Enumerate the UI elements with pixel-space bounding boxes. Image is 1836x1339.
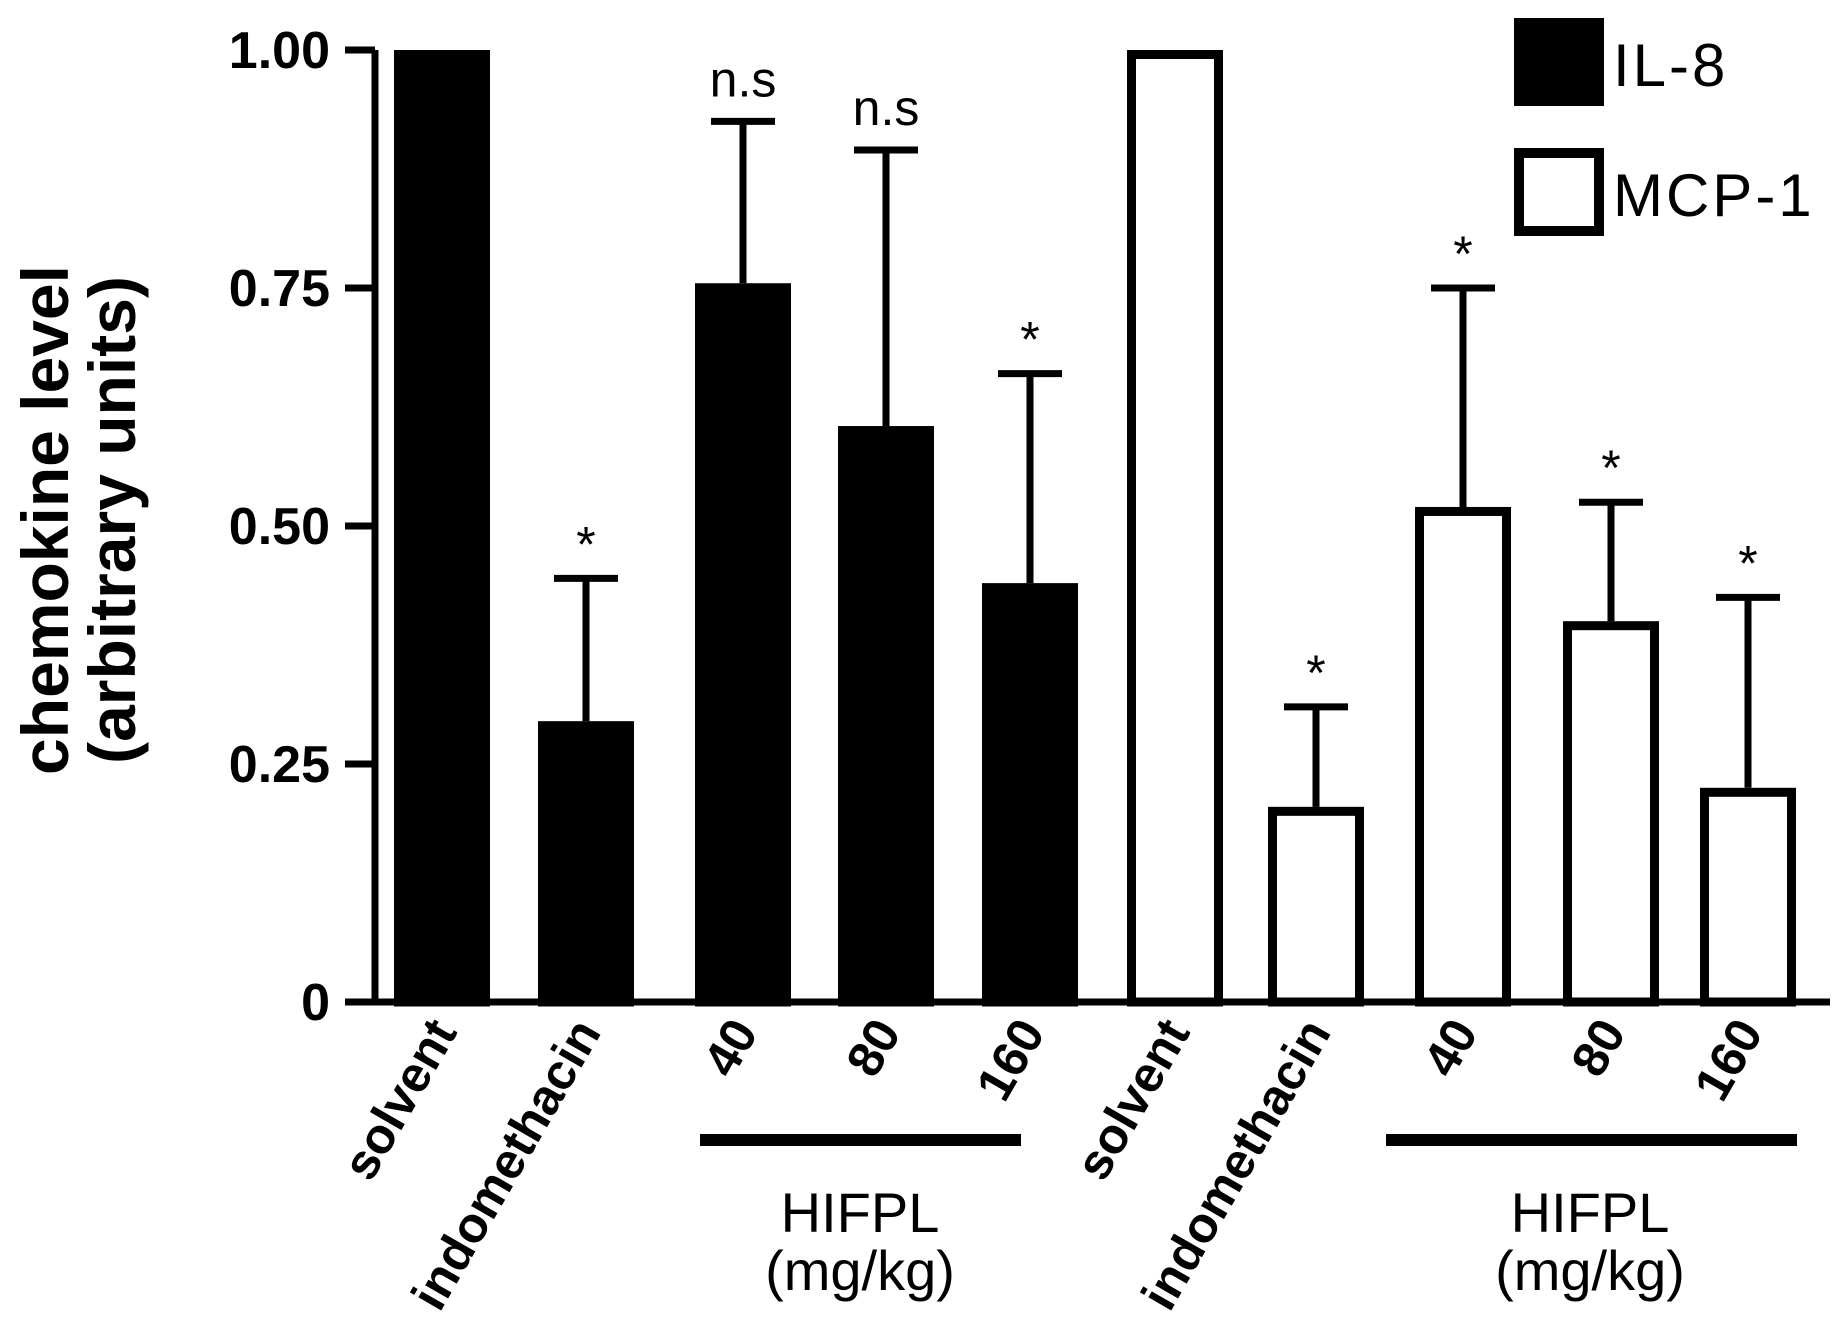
y-tick-label: 0	[301, 974, 330, 1032]
bar-mcp-1-indomethacin	[1268, 806, 1364, 1007]
y-tick-label: 0.25	[229, 736, 330, 794]
bar-il-8-solvent	[394, 50, 490, 1007]
y-axis-label-line2: (arbitrary units)	[75, 276, 149, 764]
x-tick-label: 40	[1412, 1010, 1488, 1086]
group-labels: HIFPL(mg/kg)HIFPL(mg/kg)	[700, 1134, 1797, 1302]
bar-mcp-1-solvent	[1127, 50, 1223, 1007]
legend-swatch-il-8	[1514, 18, 1604, 106]
group-label-line2: (mg/kg)	[1495, 1239, 1685, 1302]
x-tick-label: 160	[1683, 1010, 1773, 1110]
y-axis-label-line1: chemokine level	[8, 265, 82, 775]
significance-annotation: n.s	[710, 51, 777, 107]
group-label-line2: (mg/kg)	[765, 1239, 955, 1302]
bar-mcp-1-80	[1563, 621, 1659, 1007]
significance-annotation: *	[1601, 440, 1620, 496]
group-label-line1: HIFPL	[1511, 1181, 1670, 1244]
x-tick-label: 80	[835, 1010, 911, 1086]
legend-swatch-mcp-1	[1514, 148, 1604, 236]
bar-il-8-40	[695, 283, 791, 1007]
bar-il-8-160	[982, 583, 1078, 1007]
significance-annotation: *	[576, 516, 595, 572]
significance-annotation: *	[1020, 312, 1039, 368]
bar-il-8-indomethacin	[538, 721, 634, 1007]
y-tick-label: 1.00	[229, 22, 330, 80]
y-axis-title: chemokine level (arbitrary units)	[8, 265, 149, 775]
x-tick-label: solvent	[331, 1009, 467, 1189]
bar-il-8-80	[838, 426, 934, 1007]
significance-annotation: *	[1306, 645, 1325, 701]
bar-mcp-1-160	[1700, 787, 1796, 1007]
y-tick-label: 0.50	[229, 498, 330, 556]
bars: * n.s n.s * * * * *	[394, 50, 1796, 1007]
significance-annotation: *	[1453, 226, 1472, 282]
bar-mcp-1-40	[1415, 506, 1511, 1007]
x-tick-label: 80	[1560, 1010, 1636, 1086]
significance-annotation: *	[1738, 535, 1757, 591]
y-tick-label: 0.75	[229, 260, 330, 318]
x-tick-label: solvent	[1064, 1009, 1200, 1189]
significance-annotation: n.s	[853, 80, 920, 136]
group-label-line1: HIFPL	[781, 1181, 940, 1244]
legend-label-il-8: IL-8	[1613, 32, 1728, 99]
legend: IL-8 MCP-1	[1514, 18, 1815, 236]
x-tick-label: 160	[965, 1010, 1055, 1110]
legend-label-mcp-1: MCP-1	[1613, 162, 1815, 229]
x-tick-label: 40	[692, 1010, 768, 1086]
